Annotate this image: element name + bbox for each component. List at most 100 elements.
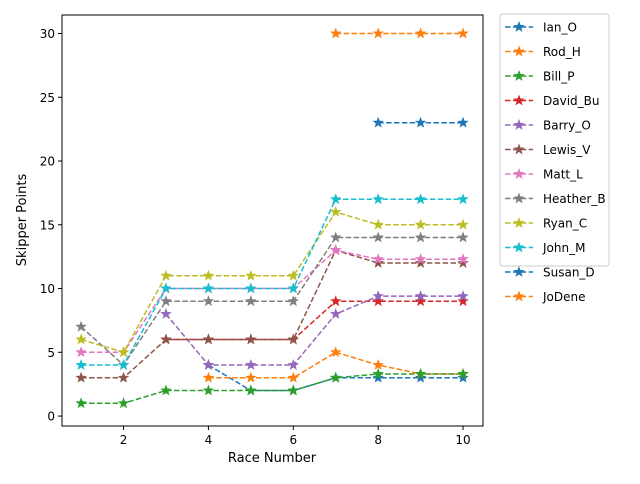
data-point [202,384,215,396]
legend-marker [513,119,525,130]
data-point [287,359,299,370]
legend-entry: Matt_L [505,168,583,182]
data-point [372,193,384,205]
legend-entry: Rod_H [505,45,581,59]
legend-label: Ryan_C [543,217,587,231]
legend-entry: Susan_D [505,266,595,280]
legend-marker [513,143,525,155]
data-point [117,371,130,383]
data-point [414,290,427,302]
y-tick-label: 15 [40,218,55,232]
data-point [287,384,299,396]
data-point [414,367,427,379]
data-point [457,27,469,39]
legend-marker [513,94,525,106]
y-tick-label: 25 [40,91,55,105]
legend-label: Heather_B [543,192,606,206]
x-tick-label: 4 [205,433,213,447]
legend-marker [513,192,525,204]
data-point [372,367,384,379]
data-point [372,359,384,370]
data-point [330,244,342,256]
series-Susan_D [372,116,469,128]
legend-entry: Barry_O [505,119,591,133]
series-line [80,211,464,354]
legend-label: Bill_P [543,70,574,84]
legend-entry: John_M [505,241,585,255]
legend-entry: Lewis_V [505,143,591,157]
legend-entry: JoDene [505,290,586,304]
data-point [330,193,342,205]
x-tick-label: 2 [120,433,128,447]
legend-entry: Heather_B [505,192,606,206]
data-point [287,295,299,307]
data-point [202,282,215,294]
data-point [75,397,87,409]
data-point [372,371,384,383]
data-point [330,231,342,243]
data-point [457,290,469,302]
data-point [372,116,384,128]
legend-marker [513,45,525,57]
data-point [372,290,384,302]
data-point [457,257,469,268]
data-point [160,333,172,345]
y-tick-label: 10 [40,282,55,296]
legend-label: John_M [542,241,585,255]
data-point [245,295,257,307]
data-point [414,193,427,205]
data-point [245,371,257,383]
data-point [414,116,427,128]
data-point [372,218,384,230]
data-point [457,295,469,307]
data-point [457,253,469,265]
y-tick-label: 0 [47,410,55,424]
legend-marker [513,217,525,228]
series-JoDene [330,27,469,39]
legend-entry: David_Bu [505,94,599,108]
data-point [245,269,257,281]
x-axis-label: Race Number [228,451,317,466]
series-Lewis_V [75,244,469,383]
data-point [160,269,172,281]
data-point [372,253,384,265]
legend: Ian_O Rod_H Bill_P David_Bu Barry_O Lewis_V Ma… [499,13,610,304]
legend-marker [513,290,525,302]
data-point [372,295,384,307]
data-point [202,295,215,307]
data-point [457,193,469,205]
data-point [160,384,172,396]
data-point [457,371,469,383]
data-point [202,371,215,383]
x-tick-label: 6 [289,433,297,447]
data-point [75,320,87,332]
legend-entry: Bill_P [505,70,574,84]
legend-entry: Ian_O [505,21,577,35]
data-point [245,384,257,396]
series-Ryan_C [75,206,469,358]
data-point [245,359,257,370]
data-point [330,346,342,358]
data-point [414,231,427,243]
data-point [414,27,427,39]
data-point [160,282,172,294]
data-point [202,359,215,370]
axes-frame [61,14,484,427]
legend-label: David_Bu [543,94,599,108]
data-point [117,397,130,409]
data-point [287,371,299,383]
data-point [160,308,172,319]
data-point [202,269,215,281]
data-point [372,27,384,39]
series-line [165,300,464,341]
data-point [245,333,257,345]
series-line [165,295,464,366]
data-point [75,359,87,370]
series-Barry_O [160,290,469,370]
data-point [457,218,469,230]
data-point [457,231,469,243]
data-point [372,257,384,268]
legend-label: JoDene [542,290,586,304]
plot-area [75,27,469,409]
